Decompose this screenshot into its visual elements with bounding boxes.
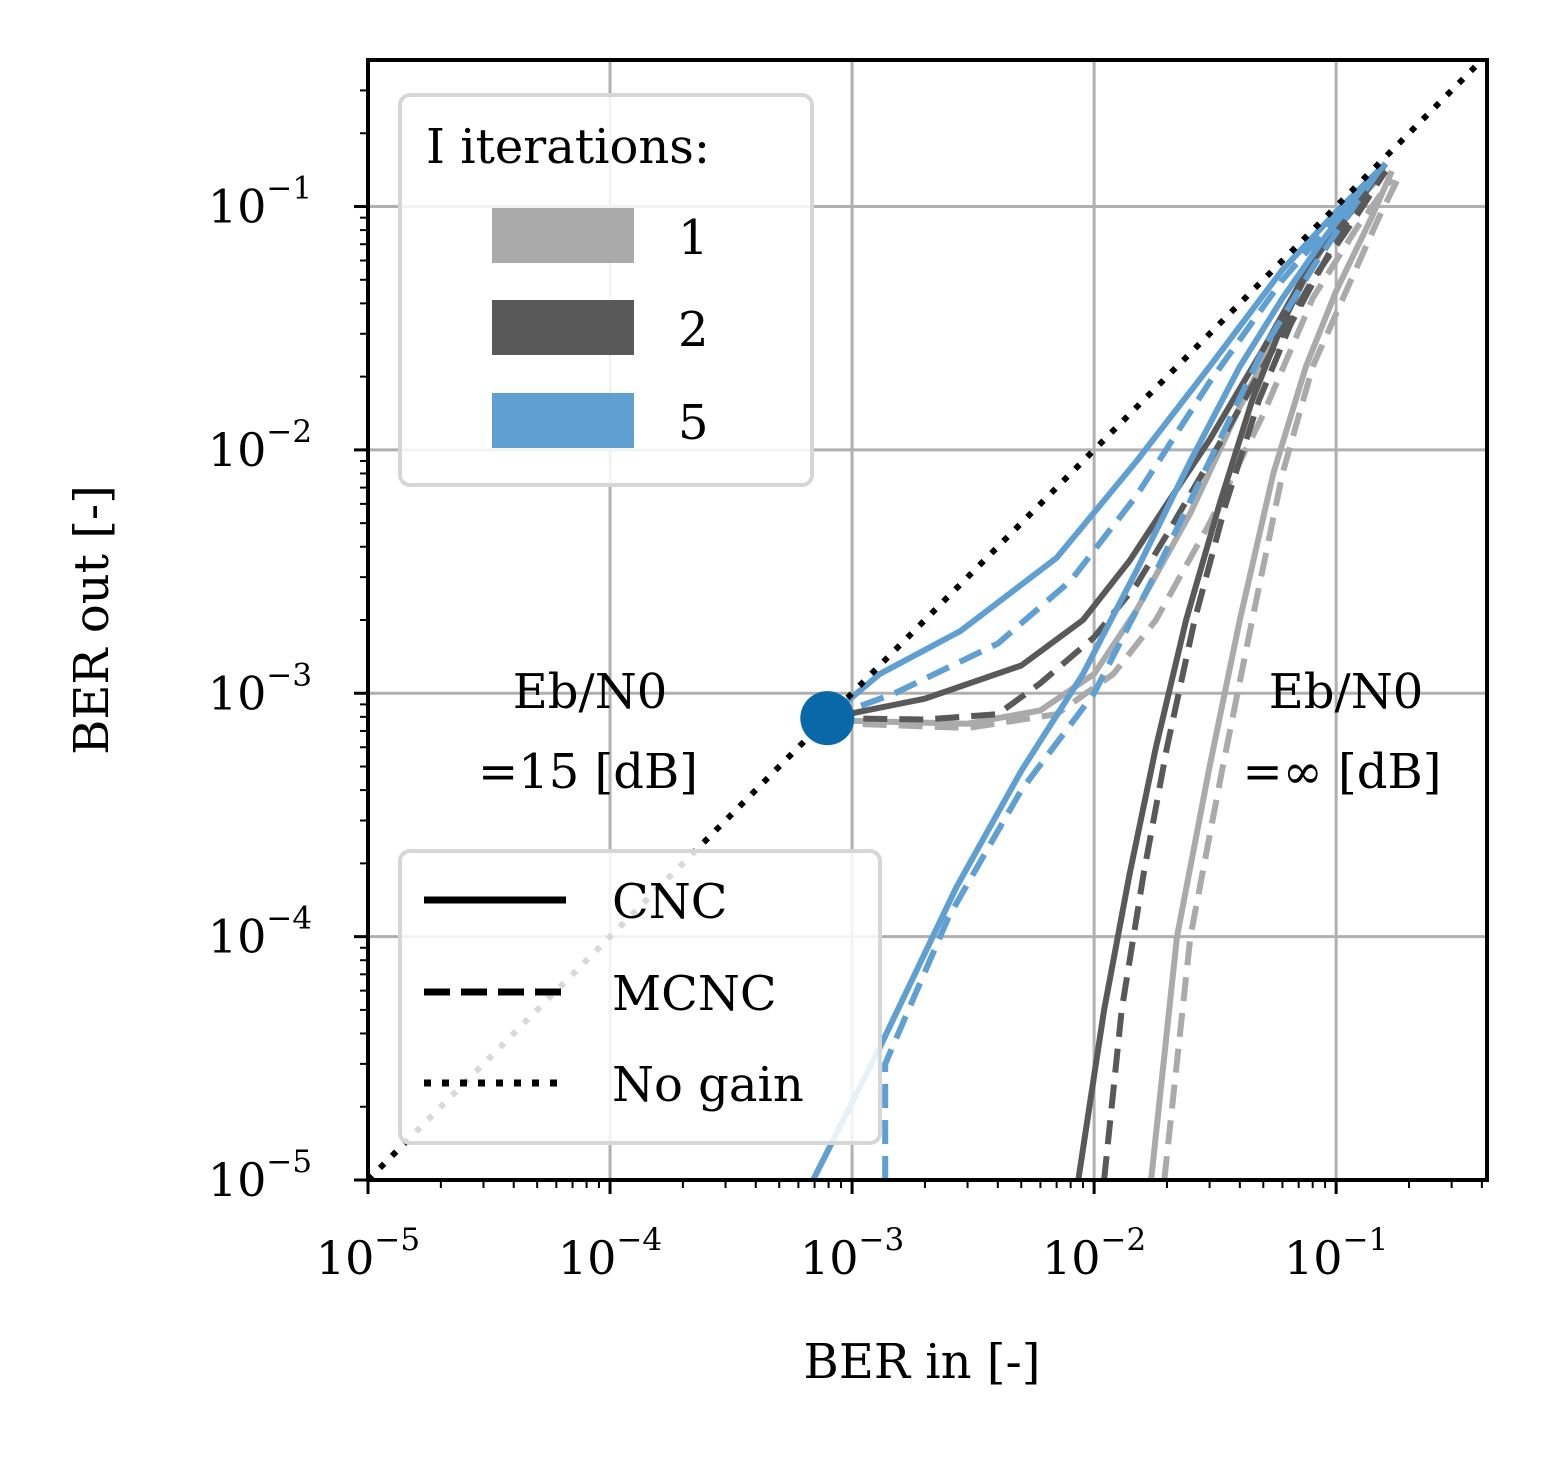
marker-layer: [800, 691, 855, 746]
series-line-5-dashed: [882, 169, 1382, 1180]
series-line-1-solid: [826, 168, 1388, 727]
x-tick-label: 10−4: [558, 1222, 662, 1285]
x-tick-label: 10−3: [800, 1222, 904, 1285]
legend-label-cnc: CNC: [612, 874, 727, 930]
legend-iterations: I iterations: 1 2 5: [398, 93, 814, 487]
legend-label-5: 5: [678, 395, 709, 451]
series-line-2-dashed: [1101, 169, 1388, 1181]
annotation-left: Eb/N0 =15 [dB]: [478, 664, 698, 800]
annotation-right-line2: =∞ [dB]: [1243, 744, 1442, 800]
y-axis-label: BER out [-]: [64, 485, 120, 755]
plot-frame: [366, 58, 1489, 1182]
y-tick-label: 10−1: [208, 171, 312, 234]
annotation-right-line1: Eb/N0: [1269, 664, 1423, 720]
legend-iterations-title: I iterations:: [426, 119, 710, 175]
series-line-5-solid: [825, 161, 1388, 721]
annotation-left-line2: =15 [dB]: [478, 744, 698, 800]
series-line-5-dashed: [826, 168, 1382, 722]
plot-lines: [365, 57, 1484, 1183]
legend-styles: CNC MCNC No gain: [398, 849, 882, 1145]
series-line-5-solid: [810, 161, 1388, 1182]
legend-iterations-box: [398, 93, 814, 487]
legend-styles-box: [398, 849, 882, 1145]
legend-swatch-1: [492, 208, 634, 263]
annotation-left-line1: Eb/N0: [513, 664, 667, 720]
series-line-1-dashed: [1161, 177, 1401, 1181]
legend-label-1: 1: [678, 210, 709, 266]
operating-point-marker: [800, 691, 855, 746]
series-line-1-dashed: [826, 177, 1395, 731]
legend-label-no-gain: No gain: [612, 1057, 804, 1113]
legend-swatch-2: [492, 300, 634, 355]
legend-label-mcnc: MCNC: [612, 966, 777, 1022]
x-tick-label: 10−1: [1284, 1222, 1388, 1285]
series-line-1-solid: [1148, 169, 1395, 1181]
y-tick-label: 10−5: [208, 1144, 312, 1207]
legend-swatch-5: [492, 393, 634, 448]
x-axis-label: BER in [-]: [804, 1334, 1041, 1390]
y-tick-label: 10−2: [208, 414, 312, 477]
y-tick-label: 10−3: [208, 657, 312, 720]
x-tick-label: 10−5: [316, 1222, 420, 1285]
annotation-right: Eb/N0 =∞ [dB]: [1243, 664, 1442, 800]
y-tick-label: 10−4: [208, 901, 312, 964]
x-tick-label: 10−2: [1042, 1222, 1146, 1285]
legend-label-2: 2: [678, 302, 709, 358]
